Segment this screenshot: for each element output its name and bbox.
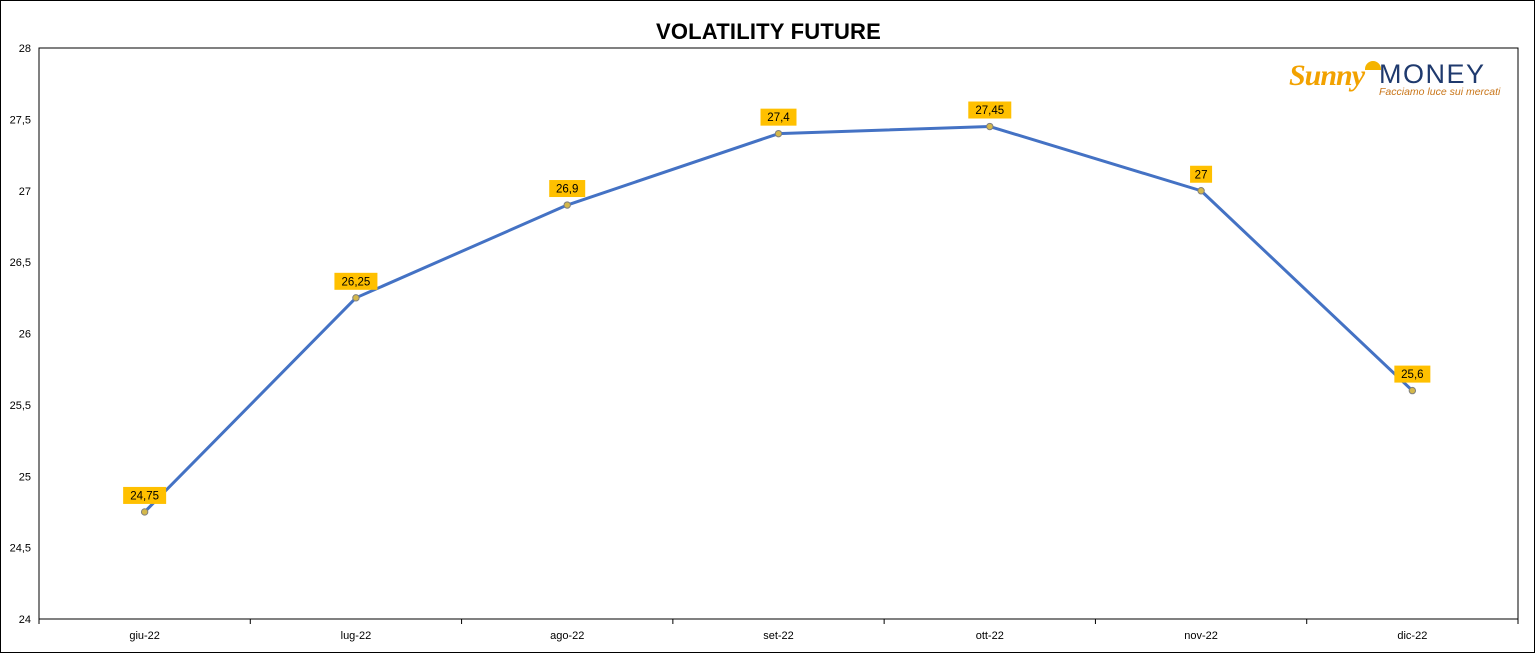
y-tick-label: 25 [19,471,31,483]
data-label-box [334,272,378,290]
logo-tagline: Facciamo luce sui mercati [1379,86,1501,98]
data-label: 26,9 [556,184,578,196]
data-point [986,122,994,131]
x-tick-label: ago-22 [550,630,584,642]
logo-brand-first: Sunny [1289,59,1365,92]
data-label-box [760,108,797,126]
data-label: 27,45 [975,105,1004,117]
x-tick-label: giu-22 [129,630,160,642]
y-tick-label: 26,5 [10,257,31,269]
data-label: 24,75 [130,490,159,502]
chart-title: VOLATILITY FUTURE [655,19,882,44]
data-point [563,201,571,209]
data-point [774,129,783,138]
data-point [1197,187,1205,195]
y-tick-label: 27 [19,186,31,198]
data-point [1408,386,1417,395]
data-label-box [549,180,586,198]
y-tick-label: 28 [19,43,31,55]
data-label: 27 [1195,169,1208,181]
x-tick-label: dic-22 [1397,630,1427,642]
y-tick-label: 27,5 [10,114,31,126]
plot-area [38,47,1519,620]
data-label: 25,6 [1401,369,1423,381]
data-point [352,294,360,302]
series-line [143,125,1414,513]
x-tick-label: lug-22 [341,630,372,642]
y-tick-label: 26 [19,329,31,341]
logo-brand-second: MONEY [1379,59,1486,89]
data-label-box [123,486,167,504]
y-tick-label: 24 [19,614,31,626]
y-tick-label: 24,5 [10,543,31,555]
data-label-box [968,101,1012,119]
x-tick-label: ott-22 [976,630,1004,642]
data-point [140,508,149,516]
data-label: 27,4 [767,112,790,124]
data-label-box [1394,365,1431,383]
x-tick-label: set-22 [763,630,794,642]
sun-icon [1365,61,1381,70]
x-tick-label: nov-22 [1184,630,1218,642]
data-label: 26,25 [342,276,371,288]
data-label-box [1190,165,1213,183]
sunny-money-logo: Sunny MONEY Facciamo luce sui mercati [1287,59,1507,99]
y-tick-label: 25,5 [10,400,31,412]
